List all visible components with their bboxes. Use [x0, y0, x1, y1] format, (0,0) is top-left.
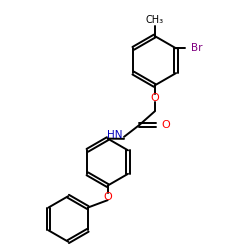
Text: CH₃: CH₃: [146, 15, 164, 25]
Text: O: O: [150, 93, 159, 103]
Text: O: O: [103, 192, 112, 202]
Text: HN: HN: [106, 130, 122, 140]
Text: Br: Br: [192, 43, 203, 53]
Text: O: O: [161, 120, 170, 130]
